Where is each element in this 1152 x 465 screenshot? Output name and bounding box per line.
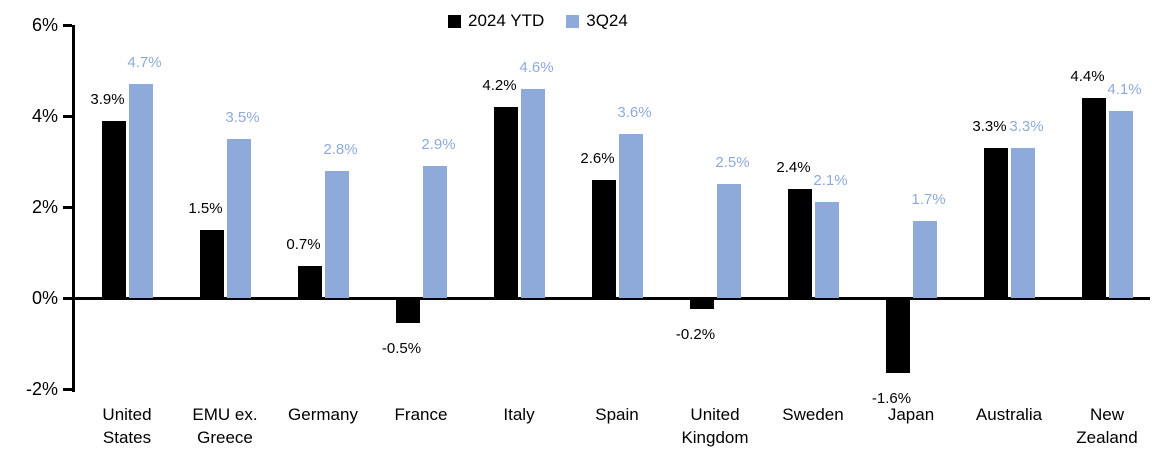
data-label-3q24: 4.1%: [1107, 81, 1142, 99]
data-label-3q24: 2.5%: [715, 154, 750, 172]
category-label-japan: Japan: [887, 405, 935, 424]
bar-2024-ytd: [101, 120, 126, 298]
data-label-3q24: 4.6%: [519, 58, 554, 76]
bar-3q24: [520, 88, 545, 298]
y-tick-label: 6%: [31, 15, 58, 35]
y-tick-label: 0%: [31, 288, 58, 308]
y-tick-mark: [63, 297, 72, 300]
y-tick-label: -2%: [25, 379, 58, 399]
category-label-united-states: United States: [102, 405, 152, 447]
bar-2024-ytd: [591, 179, 616, 298]
legend-label-3q24: 3Q24: [586, 11, 628, 30]
bar-2024-ytd: [983, 147, 1008, 298]
bar-3q24: [912, 220, 937, 298]
bar-3q24: [814, 202, 839, 298]
bar-3q24: [422, 166, 447, 298]
bar-2024-ytd: [297, 266, 322, 298]
data-label-2024-ytd: 3.3%: [972, 117, 1007, 135]
data-label-3q24: 2.1%: [813, 172, 848, 190]
data-label-2024-ytd: 4.4%: [1070, 67, 1105, 85]
bar-2024-ytd: [689, 300, 714, 310]
category-label-italy: Italy: [503, 405, 535, 424]
y-tick-mark: [63, 206, 72, 209]
category-label-spain: Spain: [595, 405, 639, 424]
bar-2024-ytd: [493, 106, 518, 298]
bar-2024-ytd: [395, 300, 420, 323]
legend: 2024 YTD 3Q24: [448, 11, 628, 31]
data-label-2024-ytd: 2.4%: [776, 158, 811, 176]
bar-3q24: [716, 184, 741, 298]
y-tick-label: 2%: [31, 197, 58, 217]
y-tick-mark: [63, 115, 72, 118]
category-label-france: France: [394, 405, 448, 424]
data-label-2024-ytd: 1.5%: [188, 199, 223, 217]
category-label-australia: Australia: [975, 405, 1043, 424]
data-label-3q24: 2.8%: [323, 140, 358, 158]
data-label-2024-ytd: 3.9%: [90, 90, 125, 108]
data-label-2024-ytd: 4.2%: [482, 76, 517, 94]
category-label-germany: Germany: [288, 405, 358, 424]
bar-2024-ytd: [885, 300, 910, 373]
data-label-2024-ytd: -0.5%: [381, 339, 422, 357]
y-tick-mark: [63, 24, 72, 27]
bar-2024-ytd: [1081, 97, 1106, 298]
bar-3q24: [1108, 111, 1133, 298]
category-label-new-zealand: New Zealand: [1076, 405, 1138, 447]
x-axis-line: [72, 297, 1150, 300]
category-label-sweden: Sweden: [782, 405, 844, 424]
data-label-3q24: 2.9%: [421, 136, 456, 154]
legend-item-3q24: 3Q24: [566, 11, 628, 31]
bar-2024-ytd: [787, 188, 812, 298]
category-label-emu-ex-greece: EMU ex. Greece: [192, 405, 258, 447]
data-label-3q24: 3.3%: [1009, 117, 1044, 135]
legend-label-2024-ytd: 2024 YTD: [468, 11, 545, 30]
data-label-3q24: 3.5%: [225, 108, 260, 126]
legend-item-2024-ytd: 2024 YTD: [448, 11, 544, 31]
legend-swatch-2024-ytd: [448, 14, 461, 28]
data-label-3q24: 4.7%: [127, 54, 162, 72]
bar-3q24: [618, 134, 643, 298]
bar-3q24: [324, 170, 349, 298]
data-label-3q24: 3.6%: [617, 104, 652, 122]
y-axis-line: [72, 25, 75, 392]
bar-3q24: [226, 138, 251, 298]
y-tick-mark: [63, 388, 72, 391]
data-label-2024-ytd: -0.2%: [675, 326, 716, 344]
data-label-2024-ytd: -1.6%: [871, 389, 912, 407]
bar-3q24: [128, 84, 153, 298]
y-tick-label: 4%: [31, 106, 58, 126]
data-label-2024-ytd: 2.6%: [580, 149, 615, 167]
category-label-united-kingdom: United Kingdom: [681, 405, 749, 447]
data-label-2024-ytd: 0.7%: [286, 236, 321, 254]
bar-2024-ytd: [199, 229, 224, 298]
bar-3q24: [1010, 147, 1035, 298]
legend-swatch-3q24: [566, 14, 580, 28]
data-label-3q24: 1.7%: [911, 190, 946, 208]
